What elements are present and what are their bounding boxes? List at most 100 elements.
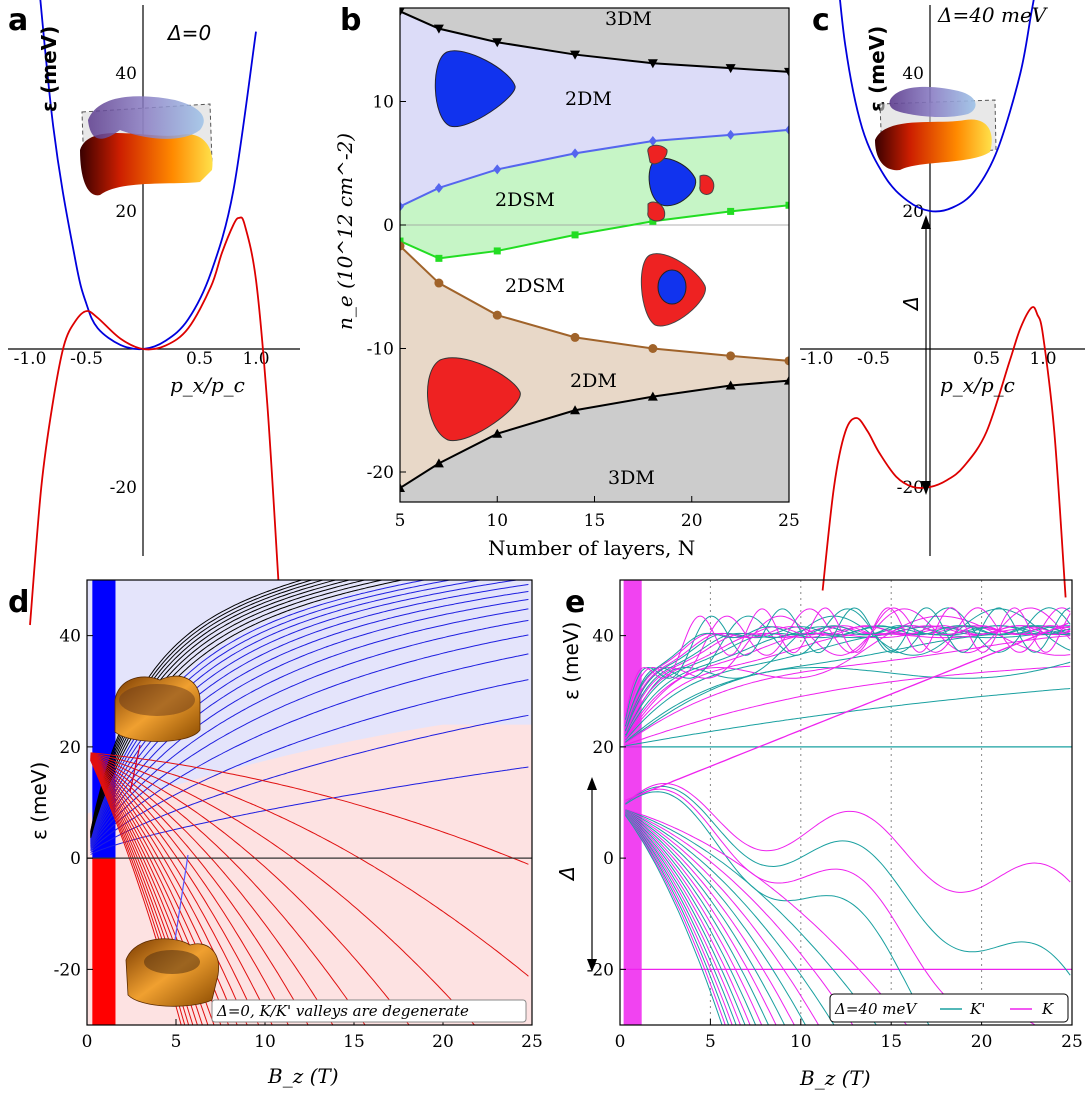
data-point-b-4-1	[433, 458, 444, 468]
landau-level-e-cond-10	[624, 626, 1071, 738]
data-point-b-3-2	[492, 310, 502, 320]
landau-level-e-val-1	[625, 782, 1071, 893]
x-tick-a-1: -0.5	[70, 349, 103, 369]
x-tick-e-4: 20	[971, 1032, 993, 1052]
landau-level-e-val-3	[625, 788, 1036, 1025]
landau-level-d-val-18	[90, 758, 198, 1025]
y-tick-e-2: 0	[603, 849, 614, 869]
y-tick-b-3: -20	[367, 463, 394, 483]
y-tick-c-0: 40	[902, 64, 924, 84]
landau-level-d-cond-18	[90, 580, 352, 836]
x-tick-c-2: 0.5	[973, 349, 1000, 369]
landau-level-e-cond-4	[625, 635, 1071, 744]
landau-level-e-rising	[625, 622, 1069, 801]
landau-level-e-val-21	[625, 814, 733, 1025]
data-point-b-3-1	[434, 278, 444, 288]
landau-level-e-val-9	[625, 810, 820, 1025]
legend-d: Δ=0, K/K' valleys are degenerate	[211, 999, 527, 1023]
landau-level-d-val-7	[90, 754, 309, 1025]
landau-level-e-val-11	[625, 810, 795, 1025]
x-tick-d-0: 0	[82, 1032, 93, 1052]
y-tick-b-0: 10	[372, 93, 394, 113]
data-point-b-2-3	[571, 231, 579, 239]
y-axis-label-c: ε (meV)	[865, 26, 889, 112]
data-point-b-1-3	[571, 148, 580, 159]
landau-level-d-cond-8	[90, 598, 529, 846]
landau-level-d-val-9	[90, 755, 273, 1025]
landau-level-e-cond-3	[625, 661, 1071, 744]
tick-labels-a: -1.0 -0.5 0.5 1.0 40 20 -20	[14, 64, 270, 498]
x-tick-e-0: 0	[615, 1032, 626, 1052]
landau-level-d-val-14	[90, 757, 222, 1025]
landau-level-d-val-15	[90, 757, 215, 1025]
data-point-b-3-5	[726, 351, 736, 361]
data-point-b-1-4	[648, 136, 657, 147]
region-label-3dm-top: 3DM	[605, 8, 652, 30]
region-label-2dm-bottom: 2DM	[570, 370, 617, 392]
x-tick-c-0: -1.0	[801, 349, 834, 369]
data-point-b-0-4	[647, 59, 658, 69]
region-label-3dm-bottom: 3DM	[608, 467, 655, 489]
x-tick-e-5: 25	[1061, 1032, 1083, 1052]
landau-level-e-cond-7	[625, 628, 1071, 741]
gap-arrow-e	[587, 777, 597, 972]
plot-frame-e	[619, 579, 1073, 1026]
y-axis-label-b: n_e (10^12 cm^-2)	[333, 133, 357, 330]
landau-level-e-cond-23	[624, 625, 1071, 727]
landau-level-d-cond-5	[90, 634, 529, 849]
data-point-b-2-0	[400, 237, 404, 245]
region-label-2dsm-upper: 2DSM	[495, 189, 555, 211]
landau-level-e-cond-9	[624, 608, 1071, 736]
y-axis-label-e: ε (meV)	[559, 622, 583, 700]
panel-label-a: a	[8, 3, 28, 38]
landau-level-e-val-19	[625, 813, 741, 1025]
y-tick-d-3: -20	[54, 960, 81, 980]
landau-level-d-val-8	[90, 754, 289, 1025]
landau-level-d-val-17	[90, 758, 203, 1025]
x-tick-d-3: 15	[343, 1032, 365, 1052]
landau-level-e-val-24	[624, 815, 723, 1025]
landau-level-e-val-14	[625, 811, 770, 1025]
data-point-b-4-5	[725, 380, 736, 390]
panel-label-e: e	[565, 585, 585, 620]
y-tick-e-0: 40	[592, 627, 614, 647]
data-point-b-2-6	[785, 201, 789, 209]
data-point-b-1-0	[400, 201, 404, 212]
legend-text-d: Δ=0, K/K' valleys are degenerate	[216, 1002, 469, 1020]
landau-level-e-val-13	[625, 811, 777, 1025]
landau-level-e-val-22	[625, 814, 730, 1025]
data-point-b-4-2	[492, 428, 503, 438]
y-tick-a-1: 20	[115, 202, 137, 222]
band-surface-inset-a	[80, 96, 213, 196]
landau-level-e-cond-12	[624, 607, 1071, 732]
x-tick-c-1: -0.5	[857, 349, 890, 369]
annotation-delta-a: Δ=0	[166, 21, 211, 45]
series-line-c-conduction	[839, 0, 1035, 213]
landau-level-d-val-13	[90, 756, 230, 1025]
landau-level-d-cond-4	[90, 653, 529, 850]
data-point-b-0-1	[433, 24, 444, 34]
data-point-b-3-6	[784, 356, 789, 366]
y-tick-d-0: 40	[59, 627, 81, 647]
landau-level-e-val-18	[625, 813, 746, 1025]
plot-frame-d	[86, 579, 533, 1026]
x-axis-label-a: p_x/p_c	[170, 373, 245, 397]
x-tick-b-3: 20	[681, 511, 703, 531]
x-tick-b-2: 15	[584, 511, 606, 531]
landau-level-d-cond-2	[90, 714, 529, 853]
x-tick-e-3: 15	[880, 1032, 902, 1052]
data-point-b-0-6	[784, 67, 789, 77]
landau-level-d-cond-1	[90, 766, 529, 855]
region-label-2dm-top: 2DM	[565, 88, 612, 110]
panel-d: 0 5 10 15 20 25 40 20 0 -20 ε (meV) B_z (T) Δ=0, …	[27, 579, 543, 1088]
data-point-b-0-2	[492, 38, 503, 48]
landau-level-e-val-5	[625, 809, 908, 1025]
data-point-b-4-0	[400, 483, 405, 493]
landau-level-d-val-6	[90, 754, 334, 1025]
y-tick-d-1: 20	[59, 738, 81, 758]
y-axis-label-d: ε (meV)	[27, 762, 51, 840]
landau-level-e-cond-22	[624, 625, 1071, 728]
